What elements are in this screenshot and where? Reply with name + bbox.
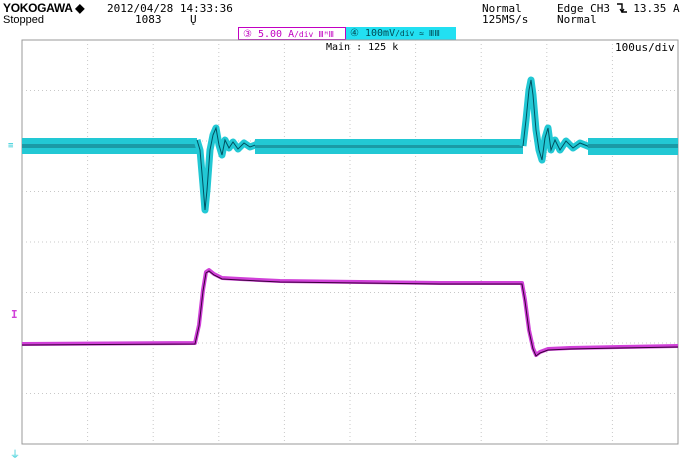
trigger-info: Edge CH3 13.35 A: [557, 3, 680, 15]
acq-mode: Normal: [482, 2, 522, 15]
ch3-level-marker[interactable]: I: [11, 308, 18, 321]
graticule-vertical: [87, 40, 613, 444]
brand-diamond-icon: ◆: [75, 1, 85, 15]
trigger-level: 13.35 A: [633, 2, 680, 15]
main-record-length: Main : 125 k: [326, 42, 399, 53]
trigger-source: Edge CH3: [557, 2, 610, 15]
ch4-waveform: [22, 76, 678, 214]
run-state: Stopped: [3, 14, 44, 26]
acquisition-datetime: 2012/04/28 14:33:36: [107, 2, 233, 15]
ch3-waveform: [21, 268, 679, 357]
acquisition-count: 1083: [135, 13, 162, 26]
timebase-label: 100us/div: [615, 41, 675, 54]
ch4-level-marker[interactable]: ≡: [8, 141, 14, 151]
falling-edge-icon: [616, 2, 634, 15]
trigger-mode: Normal: [557, 13, 597, 26]
sample-rate: 125MS/s: [482, 13, 529, 26]
channel-4-setting[interactable]: ④ 100mV/div ≃ ⅢⅢ: [346, 27, 456, 40]
acq-mode-icon: Ų: [190, 13, 197, 26]
ground-marker-icon: ⏚: [10, 450, 20, 461]
brand-logo: YOKOGAWA ◆: [3, 1, 85, 15]
